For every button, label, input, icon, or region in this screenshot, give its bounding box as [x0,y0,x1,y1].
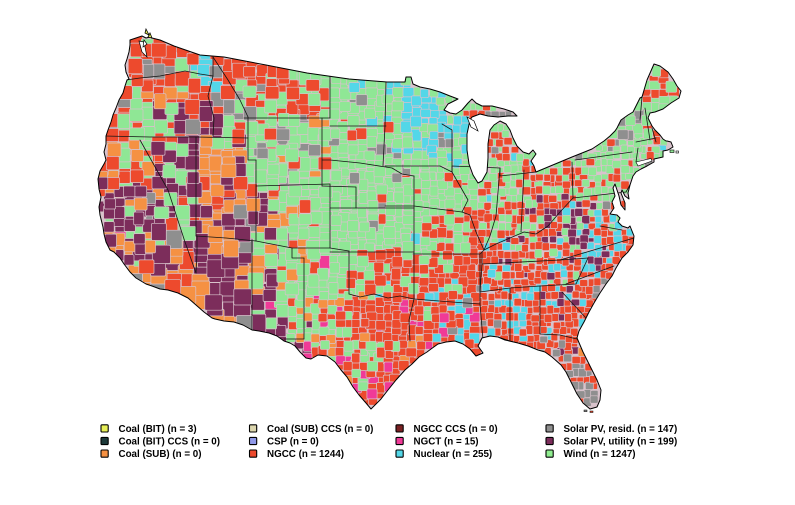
svg-text:Solar PV, utility (n = 199): Solar PV, utility (n = 199) [564,436,678,447]
svg-text:Coal (BIT) (n = 3): Coal (BIT) (n = 3) [119,424,197,435]
svg-text:Coal (SUB) (n = 0): Coal (SUB) (n = 0) [119,449,202,460]
svg-text:Coal (SUB) CCS (n = 0): Coal (SUB) CCS (n = 0) [267,424,373,435]
svg-text:Wind (n = 1247): Wind (n = 1247) [564,449,636,460]
svg-text:CSP (n = 0): CSP (n = 0) [267,436,319,447]
svg-text:Coal (BIT) CCS (n = 0): Coal (BIT) CCS (n = 0) [119,436,221,447]
svg-text:NGCT (n = 15): NGCT (n = 15) [414,436,479,447]
svg-text:Nuclear (n = 255): Nuclear (n = 255) [414,449,493,460]
svg-text:NGCC CCS (n = 0): NGCC CCS (n = 0) [414,424,498,435]
svg-text:Solar PV, resid. (n = 147): Solar PV, resid. (n = 147) [564,424,678,435]
svg-text:NGCC (n = 1244): NGCC (n = 1244) [267,449,344,460]
